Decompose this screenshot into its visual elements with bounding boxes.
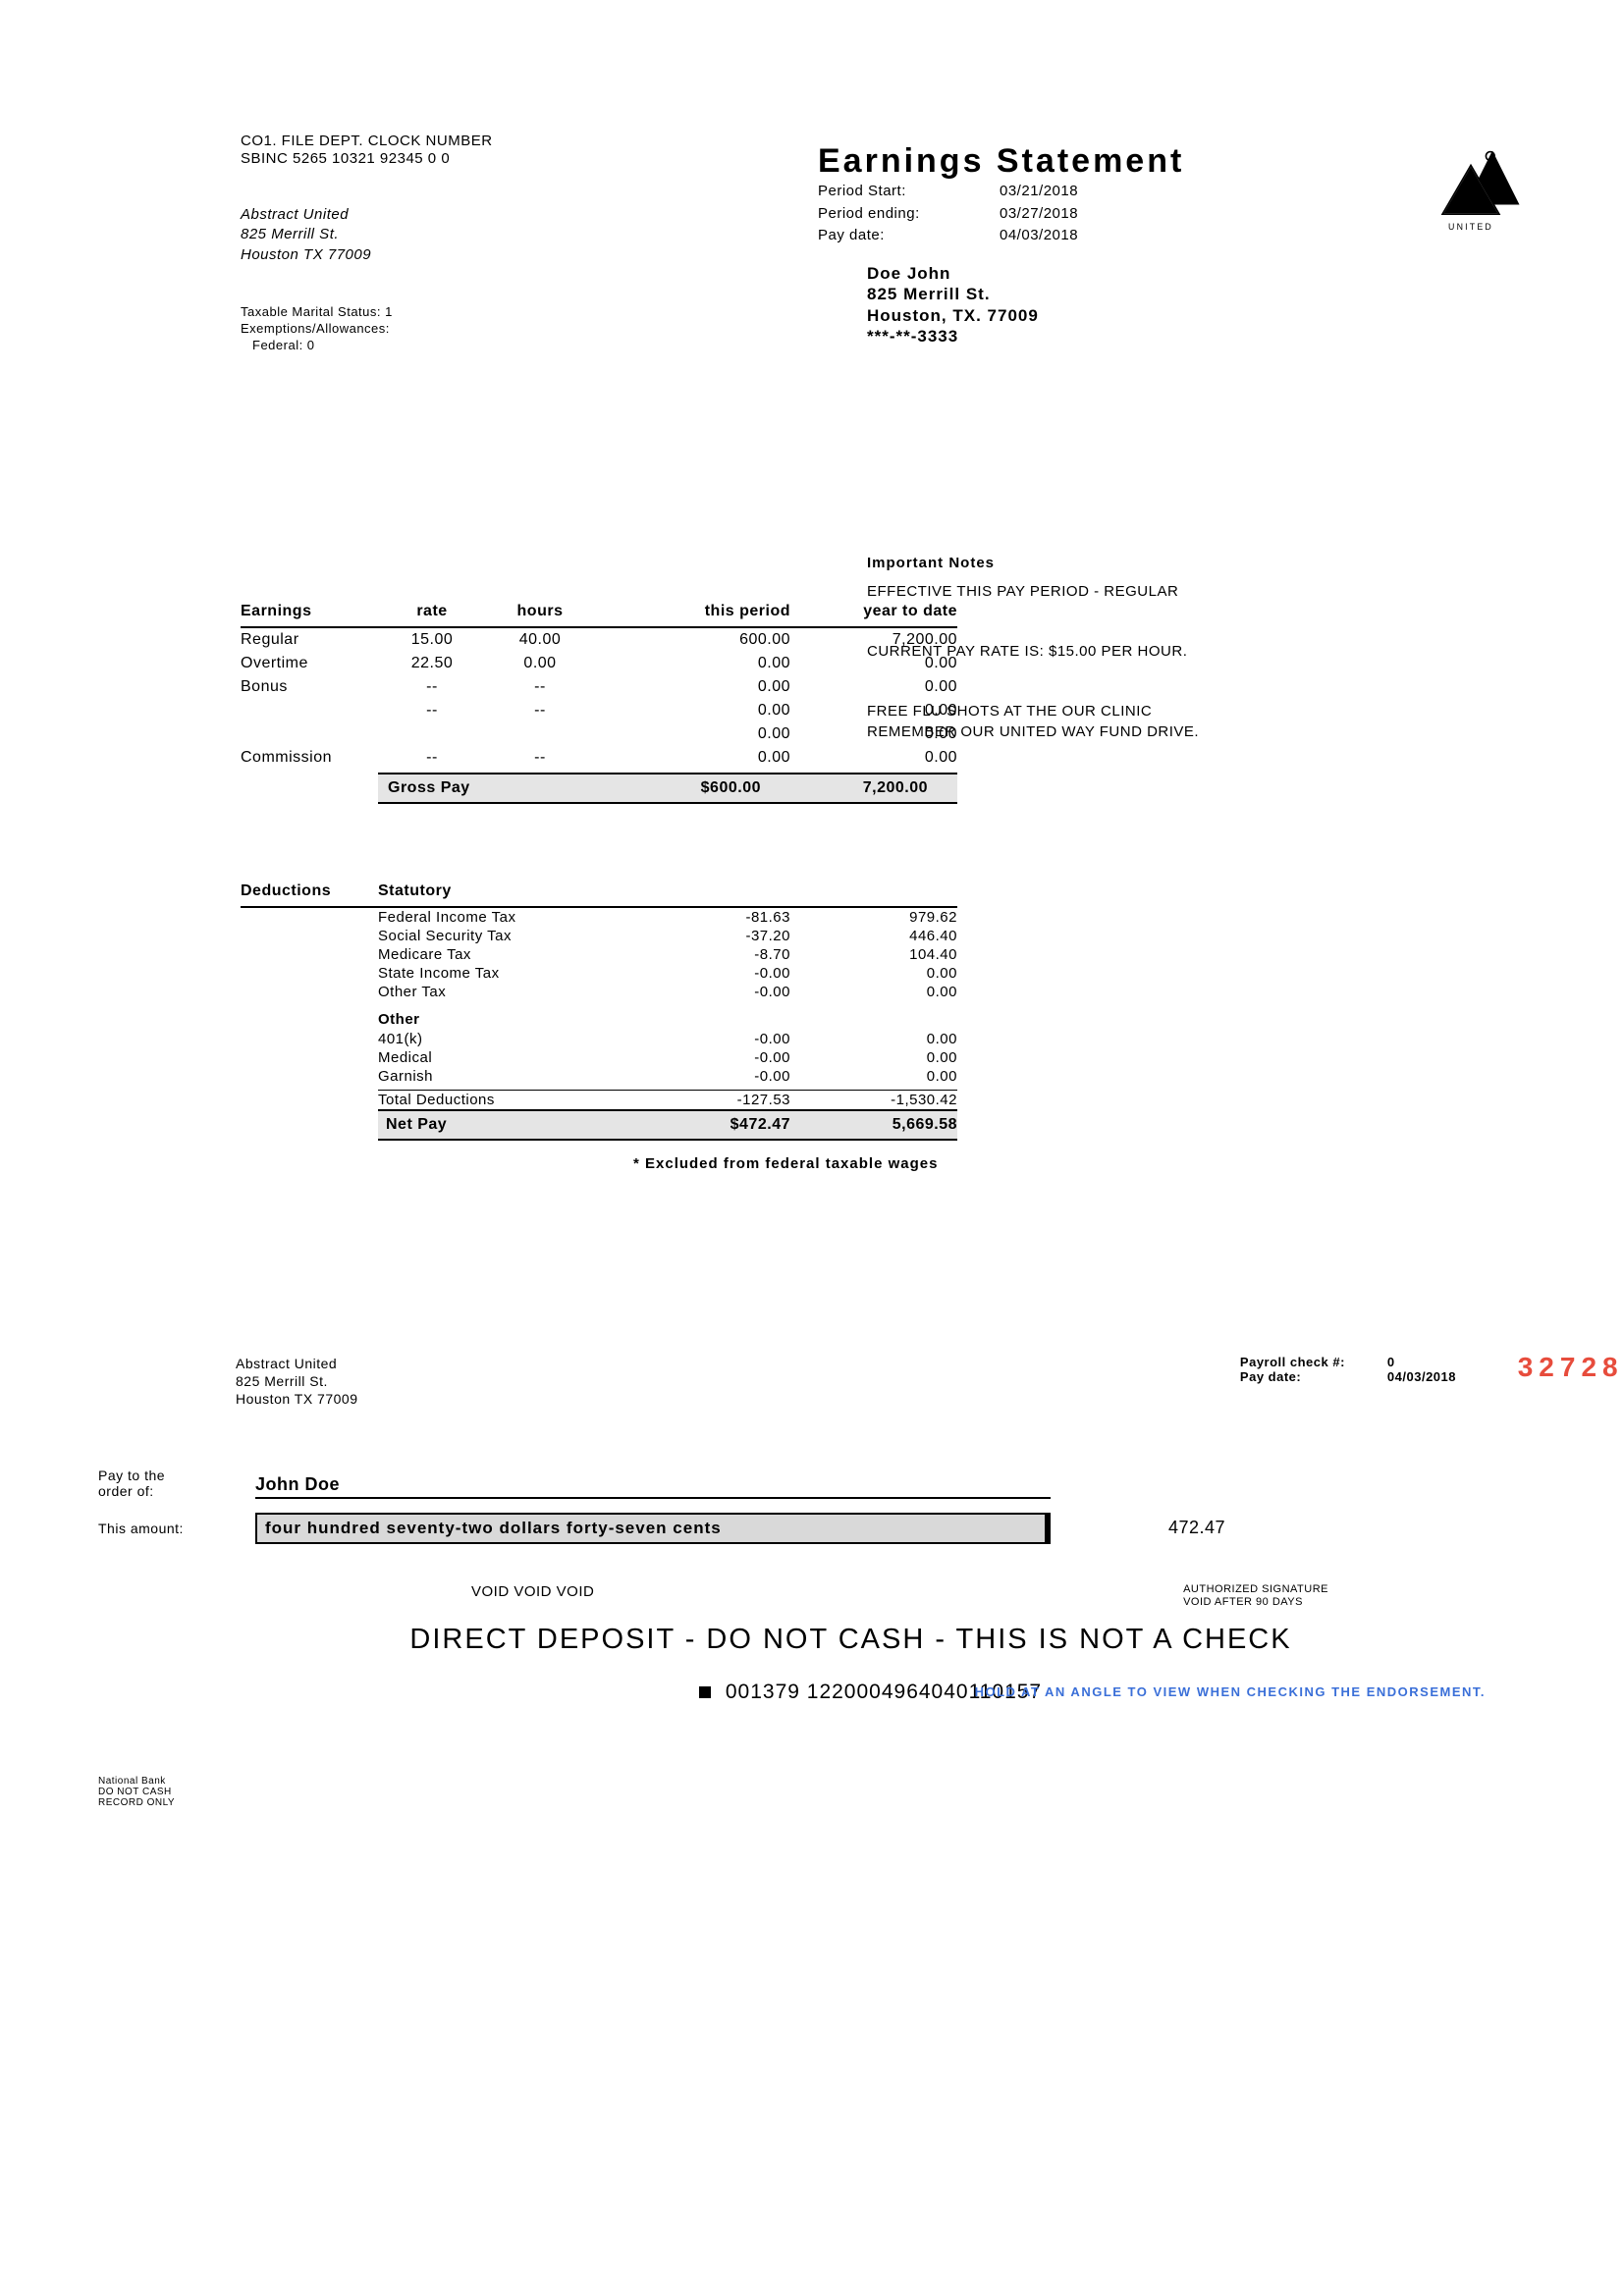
col-rate: rate xyxy=(378,603,486,620)
signature-block: AUTHORIZED SIGNATURE VOID AFTER 90 DAYS xyxy=(1183,1583,1328,1609)
table-row: Total Deductions-127.53-1,530.42 xyxy=(378,1091,957,1109)
amount-line: This amount: four hundred seventy-two do… xyxy=(98,1513,1525,1544)
period-end-label: Period ending: xyxy=(818,203,1000,226)
table-row: Federal Income Tax-81.63979.62 xyxy=(378,908,957,927)
period-end-value: 03/27/2018 xyxy=(1000,203,1078,226)
void-row: VOID VOID VOID AUTHORIZED SIGNATURE VOID… xyxy=(98,1583,1525,1609)
amount-numeric: 472.47 xyxy=(1168,1518,1225,1538)
col-thisperiod: this period xyxy=(594,603,790,620)
payee-name: Doe John xyxy=(867,263,1039,284)
deductions-table: Deductions Statutory Federal Income Tax-… xyxy=(241,882,957,1141)
employer-city: Houston TX 77009 xyxy=(241,245,1525,265)
table-row: Garnish-0.000.00 xyxy=(378,1067,957,1086)
table-row: State Income Tax-0.000.00 xyxy=(378,964,957,983)
note-1: EFFECTIVE THIS PAY PERIOD - REGULAR xyxy=(867,581,1378,602)
check-stub: Abstract United 825 Merrill St. Houston … xyxy=(98,1355,1525,1704)
table-row: 0.000.00 xyxy=(241,722,957,746)
period-start-value: 03/21/2018 xyxy=(1000,181,1078,203)
col-earnings: Earnings xyxy=(241,603,378,620)
check-date-label: Pay date: xyxy=(1240,1369,1387,1384)
table-row: Other Tax-0.000.00 xyxy=(378,983,957,1001)
check-num-label: Payroll check #: xyxy=(1240,1355,1387,1369)
check-date-val: 04/03/2018 xyxy=(1387,1369,1456,1384)
table-row: Medicare Tax-8.70104.40 xyxy=(378,945,957,964)
table-row: Commission----0.000.00 xyxy=(241,746,957,770)
statement-title: Earnings Statement xyxy=(818,142,1427,181)
note-2: CURRENT PAY RATE IS: $15.00 PER HOUR. xyxy=(867,641,1378,662)
table-row: Bonus----0.000.00 xyxy=(241,675,957,699)
statutory-label: Statutory xyxy=(378,882,574,900)
netpay-this: $472.47 xyxy=(535,1116,790,1134)
payee-city: Houston, TX. 77009 xyxy=(867,305,1039,326)
paydate-value: 04/03/2018 xyxy=(1000,225,1078,247)
other-label: Other xyxy=(378,1011,957,1028)
gross-ytd: 7,200.00 xyxy=(761,779,928,797)
pay-order-label: Pay to the order of: xyxy=(98,1468,216,1499)
netpay-row: Net Pay $472.47 5,669.58 xyxy=(378,1109,957,1141)
note-3: FREE FLU SHOTS AT THE OUR CLINICREMEMBER… xyxy=(867,701,1378,742)
table-row: Regular15.0040.00600.007,200.00 xyxy=(241,628,957,652)
not-a-check: DIRECT DEPOSIT - DO NOT CASH - THIS IS N… xyxy=(98,1624,1525,1656)
gross-this: $600.00 xyxy=(515,779,761,797)
payee-ssn: ***-**-3333 xyxy=(867,326,1039,347)
payee-block: Doe John 825 Merrill St. Houston, TX. 77… xyxy=(867,263,1039,347)
bank-disclaimer: National Bank DO NOT CASH RECORD ONLY xyxy=(98,1776,175,1808)
svg-text:UNITED: UNITED xyxy=(1448,222,1493,232)
amount-words: four hundred seventy-two dollars forty-s… xyxy=(255,1513,1051,1544)
micr-square-icon xyxy=(699,1686,711,1698)
netpay-label: Net Pay xyxy=(378,1116,535,1134)
notes-title: Important Notes xyxy=(867,555,1378,571)
statement-dates: Period Start:03/21/2018 Period ending:03… xyxy=(818,181,1427,247)
deductions-title: Deductions xyxy=(241,882,378,900)
company-logo-icon: UNITED xyxy=(1417,145,1525,237)
taxable-footnote: * Excluded from federal taxable wages xyxy=(633,1155,1525,1172)
statement-header: Earnings Statement Period Start:03/21/20… xyxy=(818,142,1427,247)
void-text: VOID VOID VOID xyxy=(471,1583,594,1609)
pay-order-line: Pay to the order of: John Doe xyxy=(98,1468,1525,1499)
table-row: ----0.000.00 xyxy=(241,699,957,722)
micr-line: 001379 1220004964040110157 HOLD AT AN AN… xyxy=(98,1681,1525,1704)
hold-angle-text: HOLD AT AN ANGLE TO VIEW WHEN CHECKING T… xyxy=(975,1684,1486,1699)
paydate-label: Pay date: xyxy=(818,225,1000,247)
netpay-ytd: 5,669.58 xyxy=(790,1116,957,1134)
table-row: Overtime22.500.000.000.00 xyxy=(241,652,957,675)
period-start-label: Period Start: xyxy=(818,181,1000,203)
earnings-table: Earnings rate hours this period year to … xyxy=(241,599,957,804)
table-row: 401(k)-0.000.00 xyxy=(378,1030,957,1048)
amount-label: This amount: xyxy=(98,1521,216,1536)
gross-label: Gross Pay xyxy=(378,779,515,797)
check-meta: Payroll check #:0 Pay date:04/03/2018 32… xyxy=(1240,1355,1456,1384)
payee-street: 825 Merrill St. xyxy=(867,284,1039,304)
table-row: Social Security Tax-37.20446.40 xyxy=(378,927,957,945)
col-hours: hours xyxy=(486,603,594,620)
table-row: Medical-0.000.00 xyxy=(378,1048,957,1067)
check-num-val: 0 xyxy=(1387,1355,1395,1369)
pay-order-name: John Doe xyxy=(255,1474,1051,1499)
check-red-number: 32728310E xyxy=(1518,1352,1623,1383)
important-notes: Important Notes EFFECTIVE THIS PAY PERIO… xyxy=(867,555,1378,781)
